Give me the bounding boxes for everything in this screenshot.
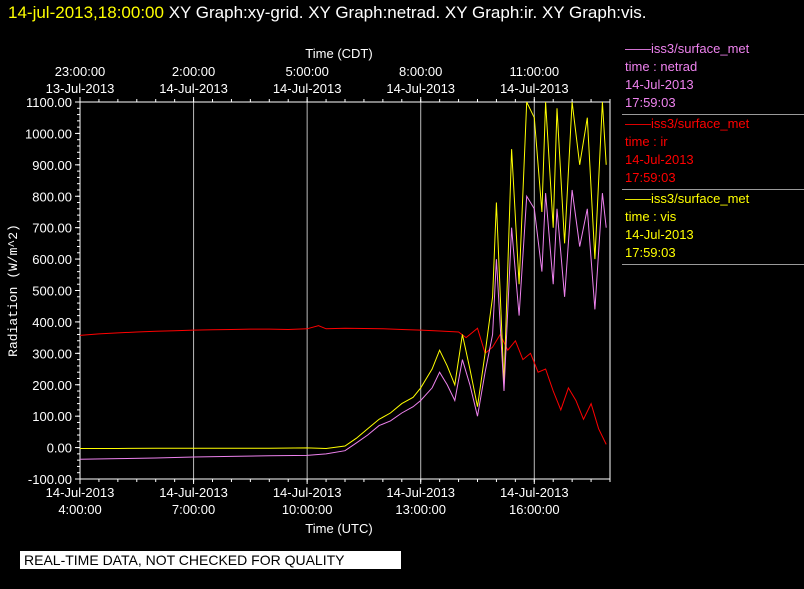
y-tick-label: 600.00 bbox=[32, 252, 72, 267]
x-tick-time-label: 13:00:00 bbox=[395, 502, 446, 517]
series-line-vis bbox=[80, 102, 607, 450]
series-line-ir bbox=[80, 325, 607, 445]
title-date-time: 14-jul-2013,18:00:00 bbox=[8, 3, 164, 22]
series-line-netrad bbox=[80, 189, 607, 460]
y-tick-label: -100.00 bbox=[28, 472, 72, 487]
legend-source: ——iss3/surface_met bbox=[625, 191, 750, 206]
legend-date: 14-Jul-2013 bbox=[625, 227, 694, 242]
legend-date: 14-Jul-2013 bbox=[625, 77, 694, 92]
x-top-tick-time-label: 2:00:00 bbox=[172, 64, 215, 79]
legend-source: ——iss3/surface_met bbox=[625, 116, 750, 131]
legend-entry-vis[interactable]: ——iss3/surface_met time : vis 14-Jul-201… bbox=[622, 190, 804, 265]
x-tick-date-label: 14-Jul-2013 bbox=[500, 485, 569, 500]
title-graph-list: XY Graph:xy-grid. XY Graph:netrad. XY Gr… bbox=[168, 3, 647, 22]
y-tick-label: 800.00 bbox=[32, 189, 72, 204]
window-title: 14-jul-2013,18:00:00 XY Graph:xy-grid. X… bbox=[8, 3, 647, 23]
x-top-tick-date-label: 14-Jul-2013 bbox=[273, 81, 342, 96]
legend-time: 17:59:03 bbox=[625, 170, 676, 185]
y-tick-label: 200.00 bbox=[32, 378, 72, 393]
qc-warning-badge: REAL-TIME DATA, NOT CHECKED FOR QUALITY bbox=[20, 551, 401, 569]
y-tick-label: 500.00 bbox=[32, 284, 72, 299]
legend: ——iss3/surface_met time : netrad 14-Jul-… bbox=[622, 40, 804, 265]
y-tick-label: 1000.00 bbox=[25, 126, 72, 141]
x-top-tick-date-label: 14-Jul-2013 bbox=[500, 81, 569, 96]
legend-source: ——iss3/surface_met bbox=[625, 41, 750, 56]
plot-frame bbox=[79, 101, 611, 480]
legend-date: 14-Jul-2013 bbox=[625, 152, 694, 167]
y-tick-label: 1100.00 bbox=[26, 95, 72, 110]
x-tick-time-label: 7:00:00 bbox=[172, 502, 215, 517]
legend-variable: time : netrad bbox=[625, 59, 698, 74]
x-top-tick-date-label: 14-Jul-2013 bbox=[386, 81, 455, 96]
y-tick-label: 900.00 bbox=[32, 158, 72, 173]
x-tick-date-label: 14-Jul-2013 bbox=[46, 485, 115, 500]
y-tick-label: 700.00 bbox=[32, 221, 72, 236]
y-tick-label: 400.00 bbox=[32, 315, 72, 330]
legend-variable: time : vis bbox=[625, 209, 677, 224]
x-top-axis-label: Time (CDT) bbox=[305, 46, 372, 61]
x-tick-date-label: 14-Jul-2013 bbox=[273, 485, 342, 500]
x-tick-time-label: 10:00:00 bbox=[282, 502, 333, 517]
legend-time: 17:59:03 bbox=[625, 245, 676, 260]
y-tick-label: 0.00 bbox=[47, 441, 72, 456]
y-axis-label: Radiation (W/m^2) bbox=[6, 224, 21, 357]
legend-variable: time : ir bbox=[625, 134, 668, 149]
x-tick-date-label: 14-Jul-2013 bbox=[386, 485, 455, 500]
legend-time: 17:59:03 bbox=[625, 95, 676, 110]
y-tick-label: 100.00 bbox=[32, 409, 72, 424]
x-tick-time-label: 4:00:00 bbox=[58, 502, 101, 517]
legend-entry-netrad[interactable]: ——iss3/surface_met time : netrad 14-Jul-… bbox=[622, 40, 804, 115]
legend-entry-ir[interactable]: ——iss3/surface_met time : ir 14-Jul-2013… bbox=[622, 115, 804, 190]
y-tick-label: 300.00 bbox=[32, 346, 72, 361]
x-top-tick-time-label: 11:00:00 bbox=[509, 64, 559, 79]
x-top-tick-time-label: 23:00:00 bbox=[55, 64, 106, 79]
x-tick-time-label: 16:00:00 bbox=[509, 502, 560, 517]
x-axis-label: Time (UTC) bbox=[305, 521, 372, 536]
x-tick-date-label: 14-Jul-2013 bbox=[159, 485, 228, 500]
x-top-tick-time-label: 5:00:00 bbox=[285, 64, 328, 79]
x-top-tick-date-label: 13-Jul-2013 bbox=[46, 81, 115, 96]
x-top-tick-time-label: 8:00:00 bbox=[399, 64, 442, 79]
x-top-tick-date-label: 14-Jul-2013 bbox=[159, 81, 228, 96]
